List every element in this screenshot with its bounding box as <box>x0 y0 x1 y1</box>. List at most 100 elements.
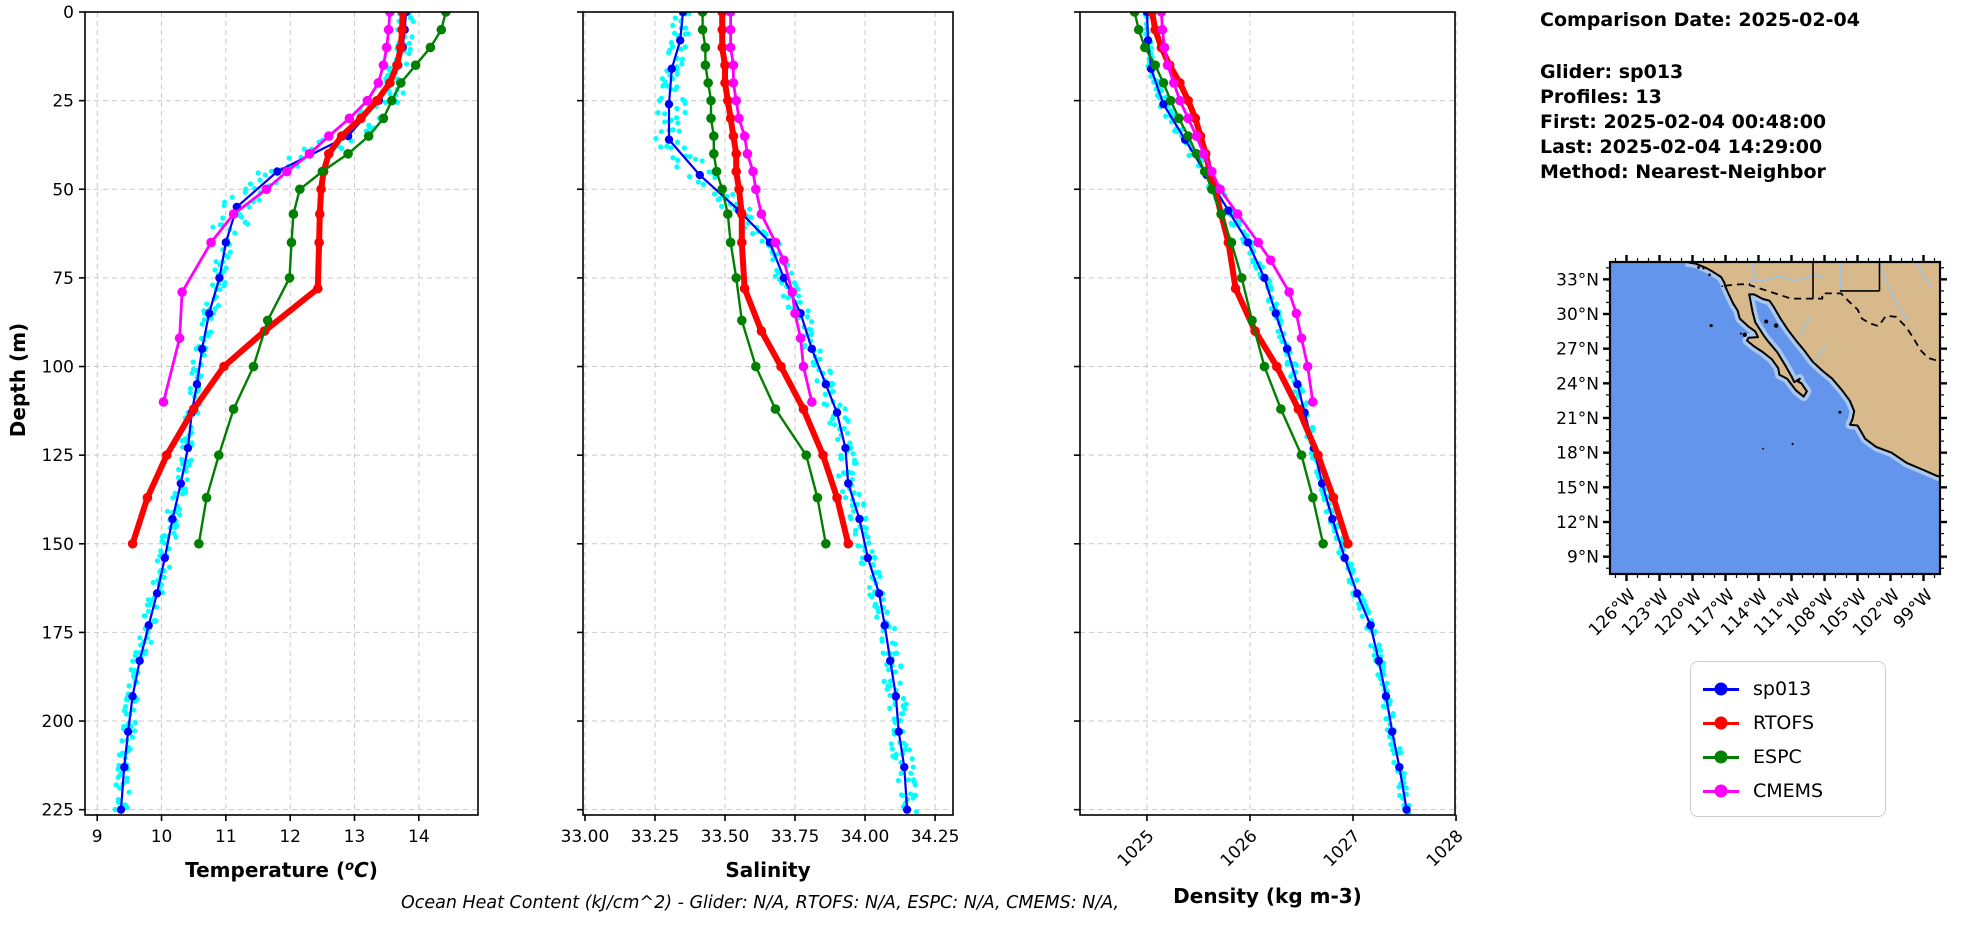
y-tick-label: 0 <box>63 3 74 23</box>
legend-item-espc: ESPC <box>1703 740 1871 774</box>
map-ticks <box>1603 255 1947 581</box>
rtofs-marker-icon <box>1714 716 1728 730</box>
series-ESPC <box>1129 12 1328 549</box>
glider-scatter <box>653 12 920 815</box>
x-tick-label: 34.00 <box>841 827 890 847</box>
cmems-marker-icon <box>1714 784 1728 798</box>
x-tick-label: 9 <box>92 827 103 847</box>
series-CMEMS <box>1156 12 1318 407</box>
espc-line-swatch <box>1703 750 1739 764</box>
island <box>1697 266 1700 269</box>
y-tick-label: 50 <box>52 180 74 200</box>
lat-tick-label: 24°N <box>1556 374 1599 394</box>
panel-density: 1025 1026 1027 1028 Density (kg m-3) <box>1074 11 1468 908</box>
x-axis-label: Density (kg m-3) <box>1173 884 1362 908</box>
lat-tick-label: 33°N <box>1556 270 1599 290</box>
x-tick-label: 33.50 <box>701 827 750 847</box>
x-tick-label: 1026 <box>1217 826 1262 871</box>
plot-frame <box>582 11 954 816</box>
map-geography <box>1610 262 1940 574</box>
island <box>1791 442 1794 446</box>
plot-frame <box>1079 11 1456 816</box>
river <box>1839 262 1842 294</box>
x-tick-label: 33.75 <box>771 827 820 847</box>
series-CMEMS <box>725 12 817 407</box>
x-tick-label: 1028 <box>1423 826 1468 871</box>
legend-item-sp013: sp013 <box>1703 672 1871 706</box>
island <box>1708 273 1711 277</box>
lat-tick-label: 21°N <box>1556 409 1599 429</box>
island <box>1739 332 1742 335</box>
y-tick-label: 150 <box>42 535 74 555</box>
y-axis-label: Depth (m) <box>6 323 30 437</box>
series-RTOFS <box>127 12 408 549</box>
x-tick-label: 14 <box>408 827 430 847</box>
profiles-count-text: Profiles: 13 <box>1540 86 1662 108</box>
sp013-line-swatch <box>1703 682 1739 696</box>
x-tick-label: 1025 <box>1114 826 1159 871</box>
series-area <box>112 12 451 814</box>
x-tick-label: 11 <box>215 827 237 847</box>
legend-item-cmems: CMEMS <box>1703 774 1871 808</box>
x-axis-label: Salinity <box>725 858 810 882</box>
island <box>1721 285 1724 288</box>
island <box>1762 447 1764 450</box>
cmems-line-swatch <box>1703 784 1739 798</box>
series-sp013 <box>1142 12 1411 814</box>
river <box>1917 264 1932 287</box>
series-sp013 <box>664 12 912 814</box>
island <box>1773 323 1779 328</box>
legend-label-cmems: CMEMS <box>1753 780 1824 802</box>
lat-tick-label: 9°N <box>1567 548 1599 568</box>
last-time-text: Last: 2025-02-04 14:29:00 <box>1540 136 1823 158</box>
island <box>1764 319 1769 324</box>
y-tick-label: 25 <box>52 92 74 112</box>
glider-name-text: Glider: sp013 <box>1540 61 1684 83</box>
plot-frame <box>84 11 479 816</box>
sp013-marker-icon <box>1714 682 1728 696</box>
lat-tick-label: 12°N <box>1556 513 1599 533</box>
x-tick-label: 34.25 <box>911 827 960 847</box>
legend-label-sp013: sp013 <box>1753 678 1812 700</box>
island <box>1709 323 1713 328</box>
y-tick-label: 100 <box>42 358 74 378</box>
profile-plots-canvas: 9 10 11 12 13 14 0 25 50 75 100 125 150 175 200 225 Temp… <box>6 3 1468 908</box>
x-tick-label: 10 <box>151 827 173 847</box>
lat-tick-label: 15°N <box>1556 478 1599 498</box>
legend: sp013 RTOFS ESPC CMEMS <box>1690 661 1886 817</box>
grid <box>85 11 478 815</box>
island <box>1742 332 1747 337</box>
series-RTOFS <box>717 12 854 549</box>
x-tick-label: 1027 <box>1320 826 1365 871</box>
x-tick-label: 12 <box>279 827 301 847</box>
series-area <box>653 12 920 815</box>
method-text: Method: Nearest-Neighbor <box>1540 161 1826 183</box>
y-tick-label: 175 <box>42 623 74 643</box>
map-root: 33°N30°N27°N24°N21°N18°N15°N12°N9°N126°W… <box>1556 255 1947 640</box>
river <box>1878 262 1908 321</box>
x-axis-label: Temperature (oC) <box>185 858 378 882</box>
first-time-text: First: 2025-02-04 00:48:00 <box>1540 111 1827 133</box>
axis-ticks <box>79 11 420 821</box>
ocean-heat-content-caption: Ocean Heat Content (kJ/cm^2) - Glider: N… <box>400 893 1120 913</box>
series-ESPC <box>194 12 451 549</box>
river <box>1798 315 1812 339</box>
info-panel: Comparison Date: 2025-02-04 Glider: sp01… <box>1540 8 1970 185</box>
glider-scatter <box>1142 12 1412 815</box>
glider-scatter <box>112 12 416 813</box>
river <box>1813 344 1828 363</box>
rtofs-line-swatch <box>1703 716 1739 730</box>
axis-ticks <box>1074 11 1457 821</box>
lat-tick-label: 27°N <box>1556 340 1599 360</box>
lat-tick-label: 30°N <box>1556 305 1599 325</box>
panel-salinity: 33.00 33.25 33.50 33.75 34.00 34.25 Salinity <box>561 11 960 882</box>
island <box>1702 267 1705 270</box>
y-tick-label: 200 <box>42 712 74 732</box>
location-map: 33°N30°N27°N24°N21°N18°N15°N12°N9°N126°W… <box>1556 255 1947 640</box>
legend-label-espc: ESPC <box>1753 746 1802 768</box>
espc-marker-icon <box>1714 750 1728 764</box>
series-CMEMS <box>158 12 395 407</box>
panel-temperature: 9 10 11 12 13 14 0 25 50 75 100 125 150 175 200 225 Temp… <box>42 3 479 882</box>
legend-label-rtofs: RTOFS <box>1753 712 1815 734</box>
